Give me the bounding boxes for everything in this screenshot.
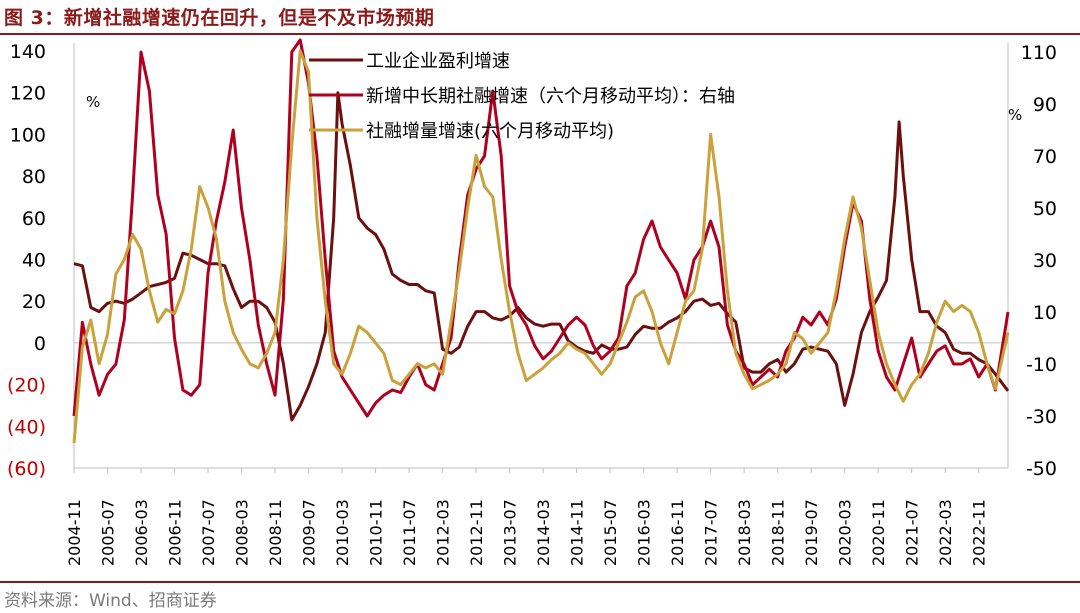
legend-label-1: 工业企业盈利增速 (366, 51, 510, 72)
legend-label-3: 社融增量增速(六个月移动平均) (366, 121, 614, 142)
right-tick-label: 90 (1033, 94, 1057, 116)
left-tick-label: (20) (7, 375, 46, 397)
x-tick-label: 2018-11 (769, 499, 788, 566)
x-tick-label: 2011-07 (400, 499, 419, 566)
chart-axes (73, 43, 1009, 469)
x-tick-label: 2009-07 (300, 499, 319, 566)
source-note: 资料来源：Wind、招商证券 (4, 591, 217, 611)
left-tick-label: 0 (34, 333, 46, 355)
x-tick-label: 2020-03 (836, 499, 855, 566)
left-axis-ticks: 140 120 100 80 60 40 20 0 (20) (40) (60) (7, 41, 46, 480)
x-tick-label: 2014-11 (568, 499, 587, 566)
right-tick-label: -30 (1026, 406, 1057, 428)
x-tick-label: 2016-11 (668, 499, 687, 566)
x-tick-label: 2015-07 (601, 499, 620, 566)
x-tick-label: 2022-03 (936, 499, 955, 566)
series-line-1 (73, 91, 1010, 422)
x-tick-label: 2022-11 (970, 499, 989, 566)
x-tick-label: 2010-03 (333, 499, 352, 566)
x-tick-label: 2006-11 (166, 499, 185, 566)
right-tick-label: -10 (1026, 354, 1057, 376)
footer-divider (0, 581, 1080, 583)
right-axis-ticks: 110 90 70 50 30 10 -10 -30 -50 (1021, 42, 1057, 480)
x-tick-label: 2012-03 (434, 499, 453, 566)
x-tick-label: 2018-03 (735, 499, 754, 566)
right-tick-label: 110 (1021, 42, 1057, 64)
right-tick-label: -50 (1026, 458, 1057, 480)
legend: 工业企业盈利增速新增中长期社融增速（六个月移动平均）：右轴社融增量增速(六个月移… (309, 51, 735, 142)
left-tick-label: (40) (7, 416, 46, 438)
x-tick-label: 2006-03 (132, 499, 151, 566)
x-tick-label: 2004-11 (65, 499, 84, 566)
left-tick-label: 140 (10, 41, 46, 63)
right-tick-label: 10 (1033, 302, 1057, 324)
right-tick-label: 50 (1033, 198, 1057, 220)
x-tick-label: 2020-11 (869, 499, 888, 566)
x-tick-label: 2005-07 (99, 499, 118, 566)
left-tick-label: 120 (10, 83, 46, 105)
x-tick-label: 2014-03 (534, 499, 553, 566)
x-tick-label: 2013-07 (501, 499, 520, 566)
x-tick-label: 2008-03 (233, 499, 252, 566)
left-tick-label: 20 (22, 291, 46, 313)
x-tick-label: 2008-11 (266, 499, 285, 566)
x-tick-label: 2010-11 (367, 499, 386, 566)
x-tick-label: 2017-07 (702, 499, 721, 566)
left-tick-label: 80 (22, 166, 46, 188)
left-tick-label: 40 (22, 250, 46, 272)
right-tick-label: 30 (1033, 250, 1057, 272)
right-axis-unit: % (1008, 106, 1022, 124)
left-tick-label: (60) (7, 458, 46, 480)
series-lines (72, 38, 1010, 444)
line-chart: 140 120 100 80 60 40 20 0 (20) (40) (60) 110 90 70 50… (7, 38, 1057, 566)
chart-title: 图 3：新增社融增速仍在回升，但是不及市场预期 (4, 7, 435, 29)
series-line-3 (72, 49, 1010, 444)
left-tick-label: 60 (22, 208, 46, 230)
x-axis-ticks: 2004-11 2005-07 2006-03 2006-11 2007-07 2008-… (65, 468, 989, 566)
left-axis-unit: % (86, 93, 100, 111)
x-tick-label: 2012-11 (467, 499, 486, 566)
legend-label-2: 新增中长期社融增速（六个月移动平均）：右轴 (366, 86, 735, 107)
x-tick-label: 2007-07 (199, 499, 218, 566)
title-divider (0, 33, 1080, 35)
x-tick-label: 2016-03 (635, 499, 654, 566)
x-tick-label: 2021-07 (903, 499, 922, 566)
x-tick-label: 2019-07 (802, 499, 821, 566)
left-tick-label: 100 (10, 124, 46, 146)
right-tick-label: 70 (1033, 146, 1057, 168)
